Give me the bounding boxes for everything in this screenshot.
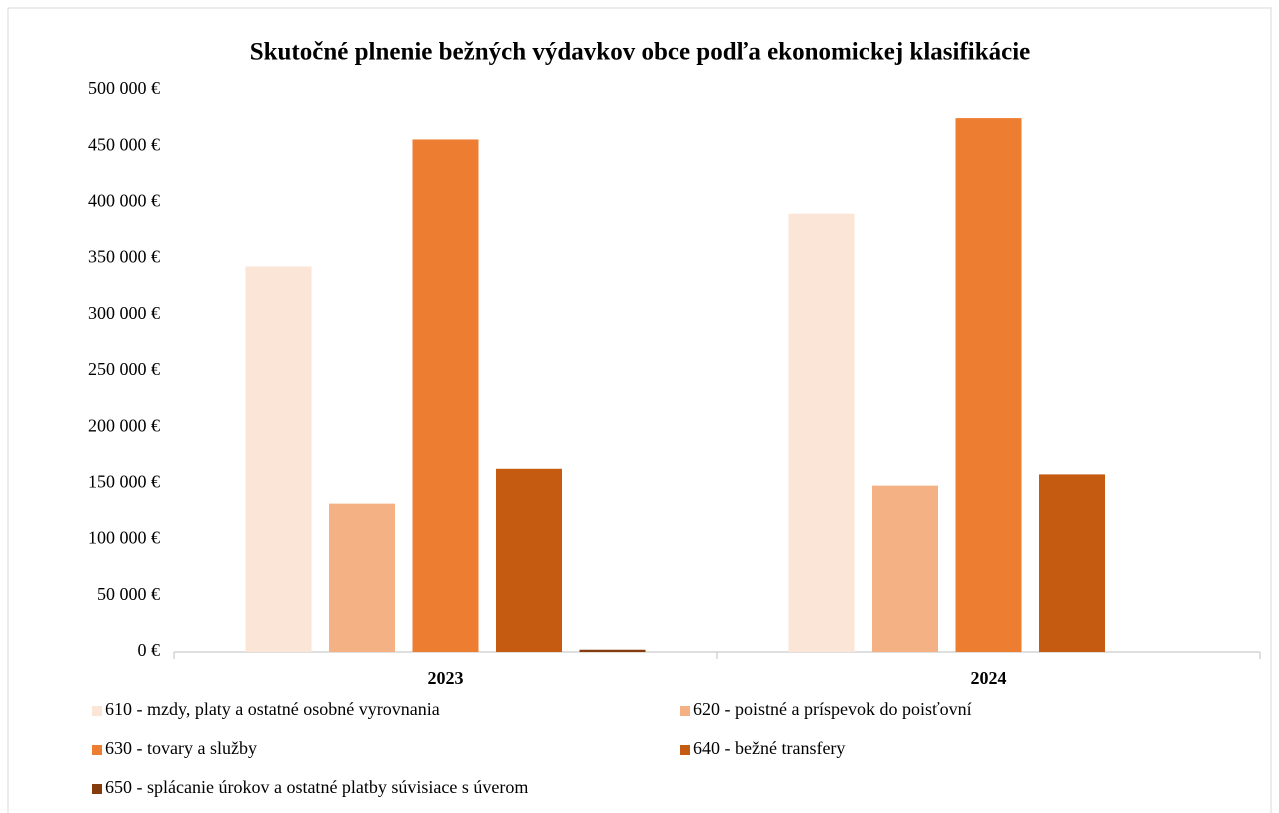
legend-label: 620 - poistné a príspevok do poisťovní <box>693 699 972 719</box>
bar <box>412 139 479 652</box>
legend-label: 650 - splácanie úrokov a ostatné platby … <box>105 777 528 797</box>
bar <box>872 485 938 652</box>
bar <box>788 213 855 652</box>
legend-label: 630 - tovary a služby <box>105 738 257 758</box>
y-tick-label: 100 000 € <box>88 528 160 548</box>
y-tick-label: 450 000 € <box>88 134 160 154</box>
bar <box>579 649 646 652</box>
y-tick-label: 200 000 € <box>88 415 160 435</box>
y-tick-label: 250 000 € <box>88 359 160 379</box>
legend-swatch <box>92 784 102 794</box>
chart-frame <box>7 7 1272 813</box>
legend-label: 610 - mzdy, platy a ostatné osobné vyrov… <box>105 699 440 719</box>
bar <box>1039 474 1105 652</box>
y-tick-label: 50 000 € <box>97 584 160 604</box>
bar <box>496 468 562 652</box>
y-tick-label: 150 000 € <box>88 472 160 492</box>
y-tick-label: 0 € <box>138 640 161 660</box>
x-tick-label: 2023 <box>428 668 464 688</box>
bar <box>329 503 395 652</box>
y-tick-label: 500 000 € <box>88 78 160 98</box>
bar <box>245 266 312 652</box>
legend-swatch <box>680 745 690 755</box>
legend-label: 640 - bežné transfery <box>693 738 845 758</box>
legend-swatch <box>92 706 102 716</box>
chart-title: Skutočné plnenie bežných výdavkov obce p… <box>250 39 1031 66</box>
legend-swatch <box>92 745 102 755</box>
legend-swatch <box>680 706 690 716</box>
y-tick-label: 350 000 € <box>88 247 160 267</box>
bar <box>955 118 1022 653</box>
y-tick-label: 400 000 € <box>88 191 160 211</box>
x-tick-label: 2024 <box>971 668 1007 688</box>
y-tick-label: 300 000 € <box>88 303 160 323</box>
